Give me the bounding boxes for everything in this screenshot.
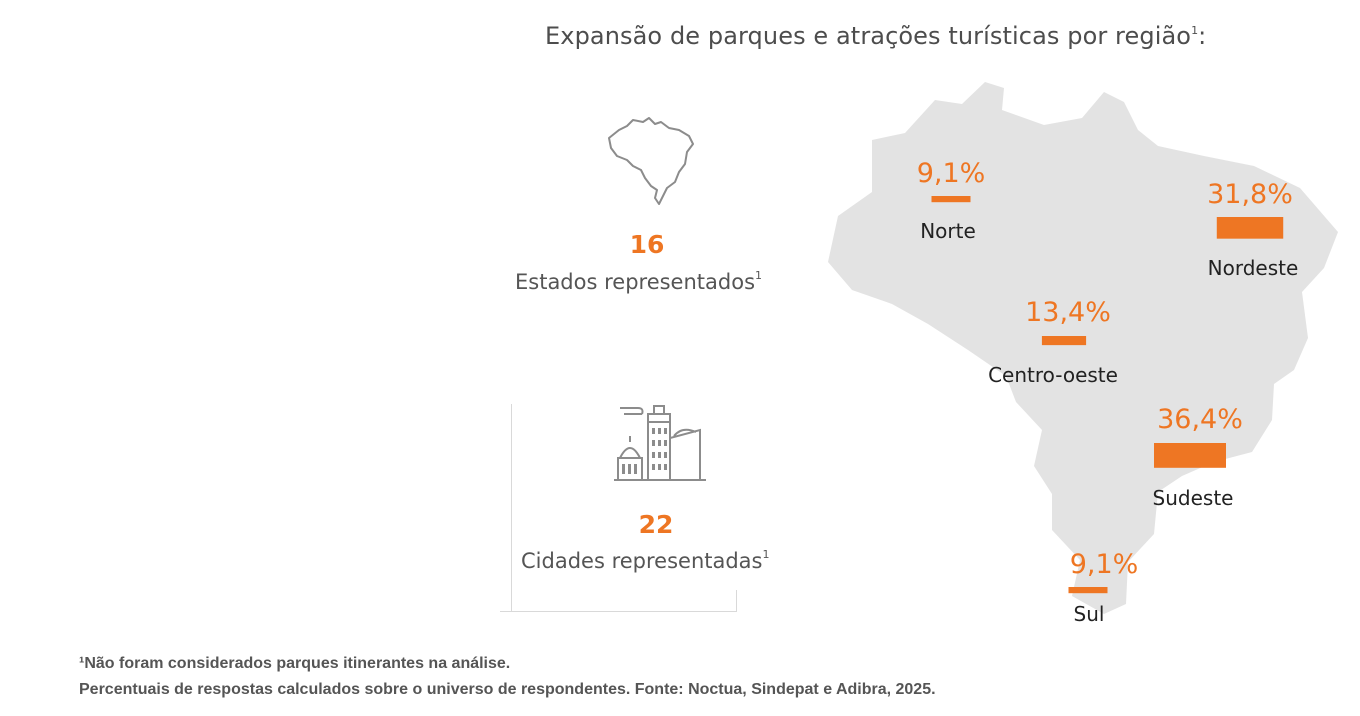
frame-right-line <box>736 590 737 612</box>
region-label-norte: Norte <box>920 219 976 243</box>
value-label-sudeste: 36,4% <box>1157 404 1243 435</box>
bar-nordeste <box>1216 217 1284 239</box>
city-buildings-icon <box>614 405 706 481</box>
cities-label: Cidades representadas1 <box>521 548 770 573</box>
region-label-sul: Sul <box>1074 602 1105 626</box>
footnote-1: ¹Não foram considerados parques itineran… <box>79 655 511 672</box>
region-label-centro-oeste: Centro-oeste <box>988 363 1118 387</box>
value-label-centro-oeste: 13,4% <box>1025 297 1111 328</box>
cities-count: 22 <box>638 510 674 539</box>
value-label-norte: 9,1% <box>917 158 986 189</box>
frame-left-line <box>511 404 512 612</box>
brazil-outline-icon <box>608 117 694 205</box>
region-label-sudeste: Sudeste <box>1153 486 1234 510</box>
bar-centro-oeste <box>1041 336 1087 346</box>
bar-sudeste <box>1154 443 1226 468</box>
frame-bottom-line <box>500 611 737 612</box>
value-label-nordeste: 31,8% <box>1207 179 1293 210</box>
bar-norte <box>931 196 971 203</box>
bar-sul <box>1068 587 1108 594</box>
states-count: 16 <box>629 230 665 259</box>
states-label: Estados representados1 <box>515 269 763 294</box>
brazil-map-shape <box>828 82 1338 614</box>
chart-title: Expansão de parques e atrações turística… <box>545 22 1207 50</box>
footnote-2: Percentuais de respostas calculados sobr… <box>79 681 936 698</box>
region-label-nordeste: Nordeste <box>1208 256 1299 280</box>
value-label-sul: 9,1% <box>1070 549 1139 580</box>
